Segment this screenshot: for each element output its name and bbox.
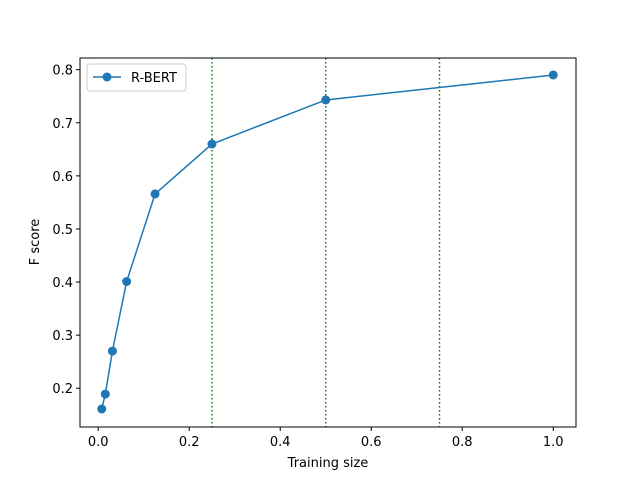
legend-marker-swatch [102, 72, 112, 82]
series-line-0 [101, 74, 554, 410]
y-tick-label-2: 0.4 [52, 276, 73, 291]
x-axis-ticks: 0.0 0.2 0.4 0.6 0.8 1.0 [88, 427, 564, 450]
y-tick-label-0: 0.2 [52, 382, 73, 397]
y-tick-label-4: 0.6 [52, 170, 73, 185]
y-axis-ticks: 0.2 0.3 0.4 0.5 0.6 0.7 0.8 [52, 64, 80, 397]
y-tick-label-5: 0.7 [52, 117, 73, 132]
reference-lines [211, 58, 441, 427]
data-point-0-3 [122, 277, 132, 287]
data-point-0-1 [100, 389, 110, 399]
x-tick-label-4: 0.8 [452, 435, 473, 450]
x-tick-label-3: 0.6 [361, 435, 382, 450]
x-axis-label: Training size [287, 456, 369, 471]
x-tick-label-5: 1.0 [543, 435, 564, 450]
data-point-0-4 [150, 189, 160, 199]
legend-label-r-bert: R-BERT [131, 71, 177, 86]
data-point-0-7 [548, 70, 558, 80]
data-point-0-0 [97, 404, 107, 414]
y-axis-label: F score [28, 219, 43, 266]
legend: R-BERT [86, 63, 187, 92]
y-tick-label-6: 0.8 [52, 64, 73, 79]
data-point-0-2 [107, 346, 117, 356]
x-tick-label-2: 0.4 [270, 435, 291, 450]
data-point-0-5 [207, 139, 217, 149]
y-tick-label-3: 0.5 [52, 223, 73, 238]
legend-box [86, 63, 187, 92]
plot-frame [79, 57, 577, 428]
series-layer [97, 70, 558, 414]
x-tick-label-1: 0.2 [179, 435, 200, 450]
data-point-0-6 [321, 95, 331, 105]
y-tick-label-1: 0.3 [52, 329, 73, 344]
x-tick-label-0: 0.0 [88, 435, 109, 450]
